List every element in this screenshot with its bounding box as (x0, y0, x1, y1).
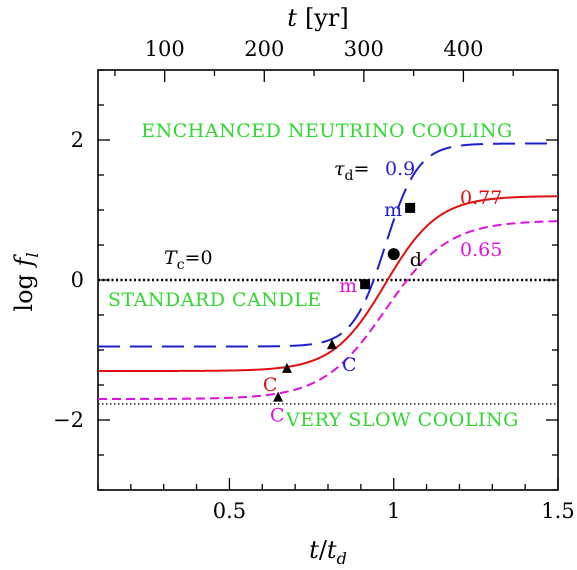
top-tick-label: 100 (145, 37, 185, 61)
marker-label: C (263, 374, 278, 396)
x-tick-label: 1 (387, 499, 400, 523)
tau-value-blue: 0.9 (385, 158, 415, 180)
region-enhanced-label: ENCHANCED NEUTRINO COOLING (141, 120, 512, 142)
tau-value-red: 0.77 (460, 187, 502, 209)
tau-value-magenta: 0.65 (460, 239, 502, 261)
y-tick-label: −2 (53, 408, 84, 432)
marker-triangle (273, 391, 284, 402)
x-tick-label: 1.5 (541, 499, 574, 523)
region-slow-label: VERY SLOW COOLING (285, 409, 519, 431)
marker-label: d (410, 249, 422, 271)
reference-lines (98, 278, 558, 405)
marker-square (405, 202, 416, 213)
marker-label: C (342, 354, 357, 376)
marker-square (360, 279, 371, 290)
marker-label: C (270, 405, 285, 427)
series-line (98, 195, 559, 372)
y-tick-label: 0 (71, 268, 84, 292)
top-tick-label: 300 (344, 37, 384, 61)
marker-triangle (281, 362, 292, 373)
series-line (98, 142, 558, 348)
marker-circle (387, 248, 400, 261)
tc-label: Tc=0 (164, 247, 213, 273)
marker-triangle (326, 339, 337, 350)
series-curves (98, 142, 559, 400)
marker-label: m (384, 199, 402, 221)
top-tick-label: 200 (244, 37, 284, 61)
x-tick-label: 0.5 (213, 499, 246, 523)
y-tick-label: 2 (71, 128, 84, 152)
top-axis-title: t [yr] (287, 4, 348, 32)
marker-label: m (339, 275, 357, 297)
tick-labels: 0.5 1 1.5 −2 0 2 100 200 300 400 (53, 37, 575, 523)
y-axis-title: log fl (10, 252, 42, 311)
x-axis-title: t/td (309, 536, 347, 568)
top-tick-label: 400 (443, 37, 483, 61)
region-standard-label: STANDARD CANDLE (108, 289, 322, 311)
tau-label: τd= (334, 158, 369, 184)
series-line (98, 220, 559, 400)
